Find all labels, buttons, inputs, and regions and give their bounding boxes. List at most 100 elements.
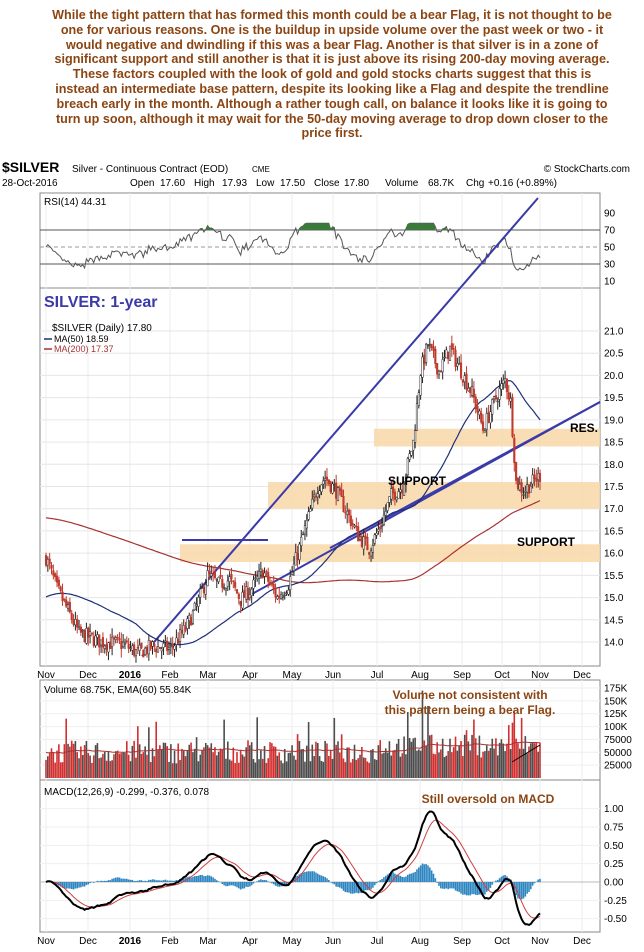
price-candle [259, 568, 262, 572]
volume-bar [109, 761, 112, 778]
macd-hist-bar [333, 882, 336, 885]
volume-bar [52, 752, 55, 778]
high-label: High [194, 178, 215, 189]
price-tick: 14.5 [604, 615, 624, 626]
volume-bar [131, 745, 134, 778]
price-candle [331, 483, 334, 494]
volume-bar [201, 750, 203, 778]
chg-label: Chg [466, 178, 484, 189]
macd-hist-bar [120, 878, 123, 882]
volume-bar [225, 758, 227, 778]
price-candle [173, 645, 176, 650]
macd-hist-bar [324, 877, 326, 882]
x-label: Nov [37, 670, 55, 681]
price-candle [188, 615, 191, 622]
volume-bar [372, 749, 374, 778]
macd-hist-bar [423, 864, 426, 882]
macd-hist-bar [208, 875, 211, 882]
volume-bar [210, 743, 213, 778]
ma200-line [45, 500, 541, 584]
price-candle [342, 495, 345, 512]
volume-bar [83, 745, 86, 778]
macd-hist-bar [221, 882, 224, 884]
macd-hist-bar [522, 882, 525, 899]
macd-hist-bar [429, 867, 431, 882]
macd-hist-bar [272, 882, 275, 885]
price-candle [347, 509, 351, 516]
price-candle [72, 619, 75, 625]
price-candle [423, 354, 426, 364]
price-candle [417, 392, 420, 406]
volume-bar [56, 750, 58, 778]
volume-bar [195, 737, 198, 778]
x-label: Oct [494, 936, 510, 947]
price-candle [280, 594, 283, 600]
volume-bar [463, 734, 466, 778]
x-label: Oct [494, 670, 510, 681]
volume-bar [381, 753, 383, 778]
volume-bar [530, 743, 532, 778]
price-candle [197, 597, 200, 607]
price-tick: 21.0 [604, 327, 624, 338]
price-candle [353, 525, 356, 528]
price-candle [480, 412, 483, 423]
price-candle [450, 343, 453, 350]
volume-bar [531, 742, 534, 778]
volume-bar [283, 748, 286, 778]
price-tick: 17.0 [604, 504, 624, 515]
price-candle [125, 640, 128, 643]
volume-bar [522, 748, 525, 778]
price-candle [329, 481, 332, 492]
volume-bar [282, 763, 284, 778]
volume-ema-line [45, 741, 540, 754]
price-candle [68, 602, 71, 613]
volume-bar [214, 747, 216, 778]
price-candle [324, 478, 327, 481]
macd-hist-bar [92, 882, 95, 883]
macd-hist-bar [193, 876, 196, 882]
macd-hist-bar [304, 871, 306, 882]
volume-bar [441, 738, 444, 778]
macd-hist-bar [269, 882, 271, 883]
macd-hist-bar [107, 880, 110, 882]
volume-bar [271, 743, 273, 778]
macd-hist-bar [203, 875, 205, 882]
price-candle [432, 346, 435, 351]
macd-hist-bar [124, 878, 126, 882]
price-candle [254, 577, 257, 579]
volume-bar [170, 744, 172, 778]
volume-label: Volume 68.75K, EMA(60) 55.84K [44, 685, 192, 696]
price-candle [463, 375, 466, 382]
volume-bar [78, 758, 80, 778]
price-candle [327, 479, 330, 484]
macd-hist-bar [118, 877, 121, 882]
zone-support2-label: SUPPORT [517, 535, 576, 549]
price-candle [87, 627, 90, 638]
price-candle [112, 637, 115, 640]
volume-bar [265, 762, 268, 778]
price-candle [443, 357, 446, 359]
price-candle [138, 644, 141, 651]
macd-hist-bar [491, 882, 494, 885]
rsi-label: RSI(14) 44.31 [44, 197, 107, 208]
volume-bar [294, 759, 297, 778]
price-candle [74, 619, 77, 626]
price-tick: 20.5 [604, 349, 624, 360]
price-candle [465, 373, 468, 390]
volume-bar [149, 762, 152, 778]
volume-bar [144, 746, 146, 778]
rsi-tick: 70 [604, 226, 616, 237]
price-candle [61, 591, 64, 602]
macd-hist-bar [524, 882, 527, 897]
price-candle [276, 596, 279, 600]
macd-hist-bar [351, 882, 354, 894]
low-label: Low [256, 178, 275, 189]
macd-hist-bar [247, 882, 249, 888]
price-candle [381, 525, 384, 527]
volume-bar [287, 752, 290, 778]
volume-bar [133, 740, 135, 778]
price-candle [144, 647, 147, 656]
volume-bar [412, 738, 415, 778]
price-candle [336, 487, 340, 502]
macd-hist-bar [518, 882, 521, 900]
